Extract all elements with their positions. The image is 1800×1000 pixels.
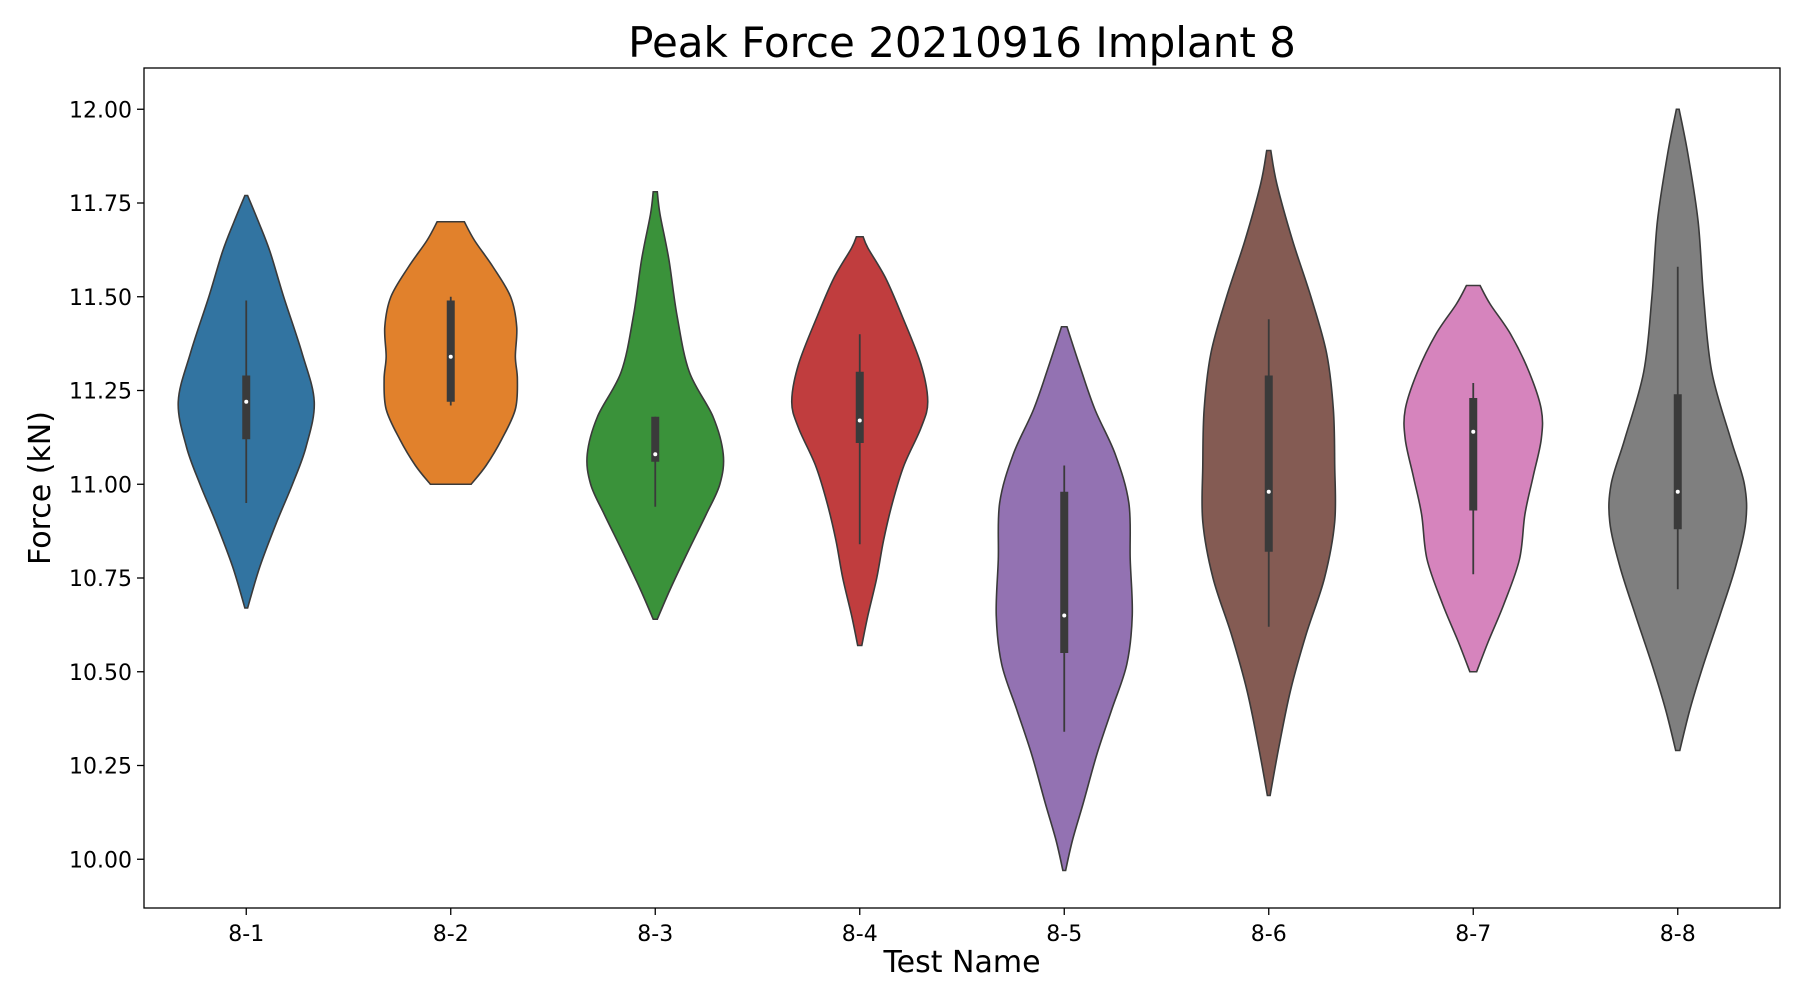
y-tick-label: 11.75: [69, 192, 132, 217]
violin-8-3: [586, 190, 725, 621]
violin-median-dot: [857, 418, 862, 423]
violin-iqr-box: [1673, 394, 1682, 530]
violin-median-dot: [244, 399, 249, 404]
y-tick-label: 11.25: [69, 380, 132, 405]
violin-8-6: [1201, 149, 1337, 797]
x-tick-label: 8-6: [1251, 922, 1287, 947]
y-tick-label: 10.75: [69, 567, 132, 592]
violin-iqr-box: [651, 416, 660, 462]
y-tick-label: 10.25: [69, 755, 132, 780]
x-axis-label: Test Name: [882, 945, 1040, 980]
violins-group: [177, 108, 1748, 872]
violin-iqr-box: [242, 375, 251, 440]
x-tick-label: 8-4: [842, 922, 878, 947]
x-axis-ticks: 8-1 8-2 8-3 8-4 8-5 8-6 8-7 8-8: [228, 908, 1696, 947]
violin-iqr-box: [446, 300, 455, 402]
violin-iqr-box: [1060, 491, 1069, 653]
x-tick-label: 8-2: [433, 922, 469, 947]
y-tick-label: 10.00: [69, 848, 132, 873]
x-tick-label: 8-3: [637, 922, 673, 947]
violin-median-dot: [1062, 613, 1067, 618]
plot-frame: [143, 67, 1781, 909]
y-tick-label: 11.50: [69, 286, 132, 311]
violin-iqr-box: [1469, 398, 1478, 511]
violin-iqr-box: [1264, 375, 1273, 552]
y-axis-label: Force (kN): [23, 411, 58, 565]
violin-8-5: [995, 325, 1134, 872]
plot-area: 10.00 10.25 10.50 10.75 11.00 11.25 11.50 11.75…: [69, 67, 1781, 947]
violin-body: [586, 190, 725, 621]
violin-median-dot: [1675, 489, 1680, 494]
violin-iqr-box: [855, 371, 864, 443]
x-tick-label: 8-7: [1455, 922, 1491, 947]
y-tick-label: 10.50: [69, 661, 132, 686]
x-tick-label: 8-1: [228, 922, 264, 947]
violin-8-1: [177, 194, 316, 609]
y-axis-ticks: 10.00 10.25 10.50 10.75 11.00 11.25 11.50 11.75…: [69, 98, 144, 873]
violin-8-8: [1608, 108, 1748, 752]
y-tick-label: 11.00: [69, 473, 132, 498]
violin-median-dot: [1471, 429, 1476, 434]
violin-8-2: [383, 220, 519, 486]
violin-8-4: [790, 235, 929, 647]
chart-title: Peak Force 20210916 Implant 8: [628, 18, 1296, 67]
y-tick-label: 12.00: [69, 98, 132, 123]
x-tick-label: 8-8: [1660, 922, 1696, 947]
violin-median-dot: [448, 354, 453, 359]
x-tick-label: 8-5: [1046, 922, 1082, 947]
violin-median-dot: [1266, 489, 1271, 494]
violin-8-7: [1403, 284, 1544, 673]
violin-median-dot: [653, 452, 658, 457]
